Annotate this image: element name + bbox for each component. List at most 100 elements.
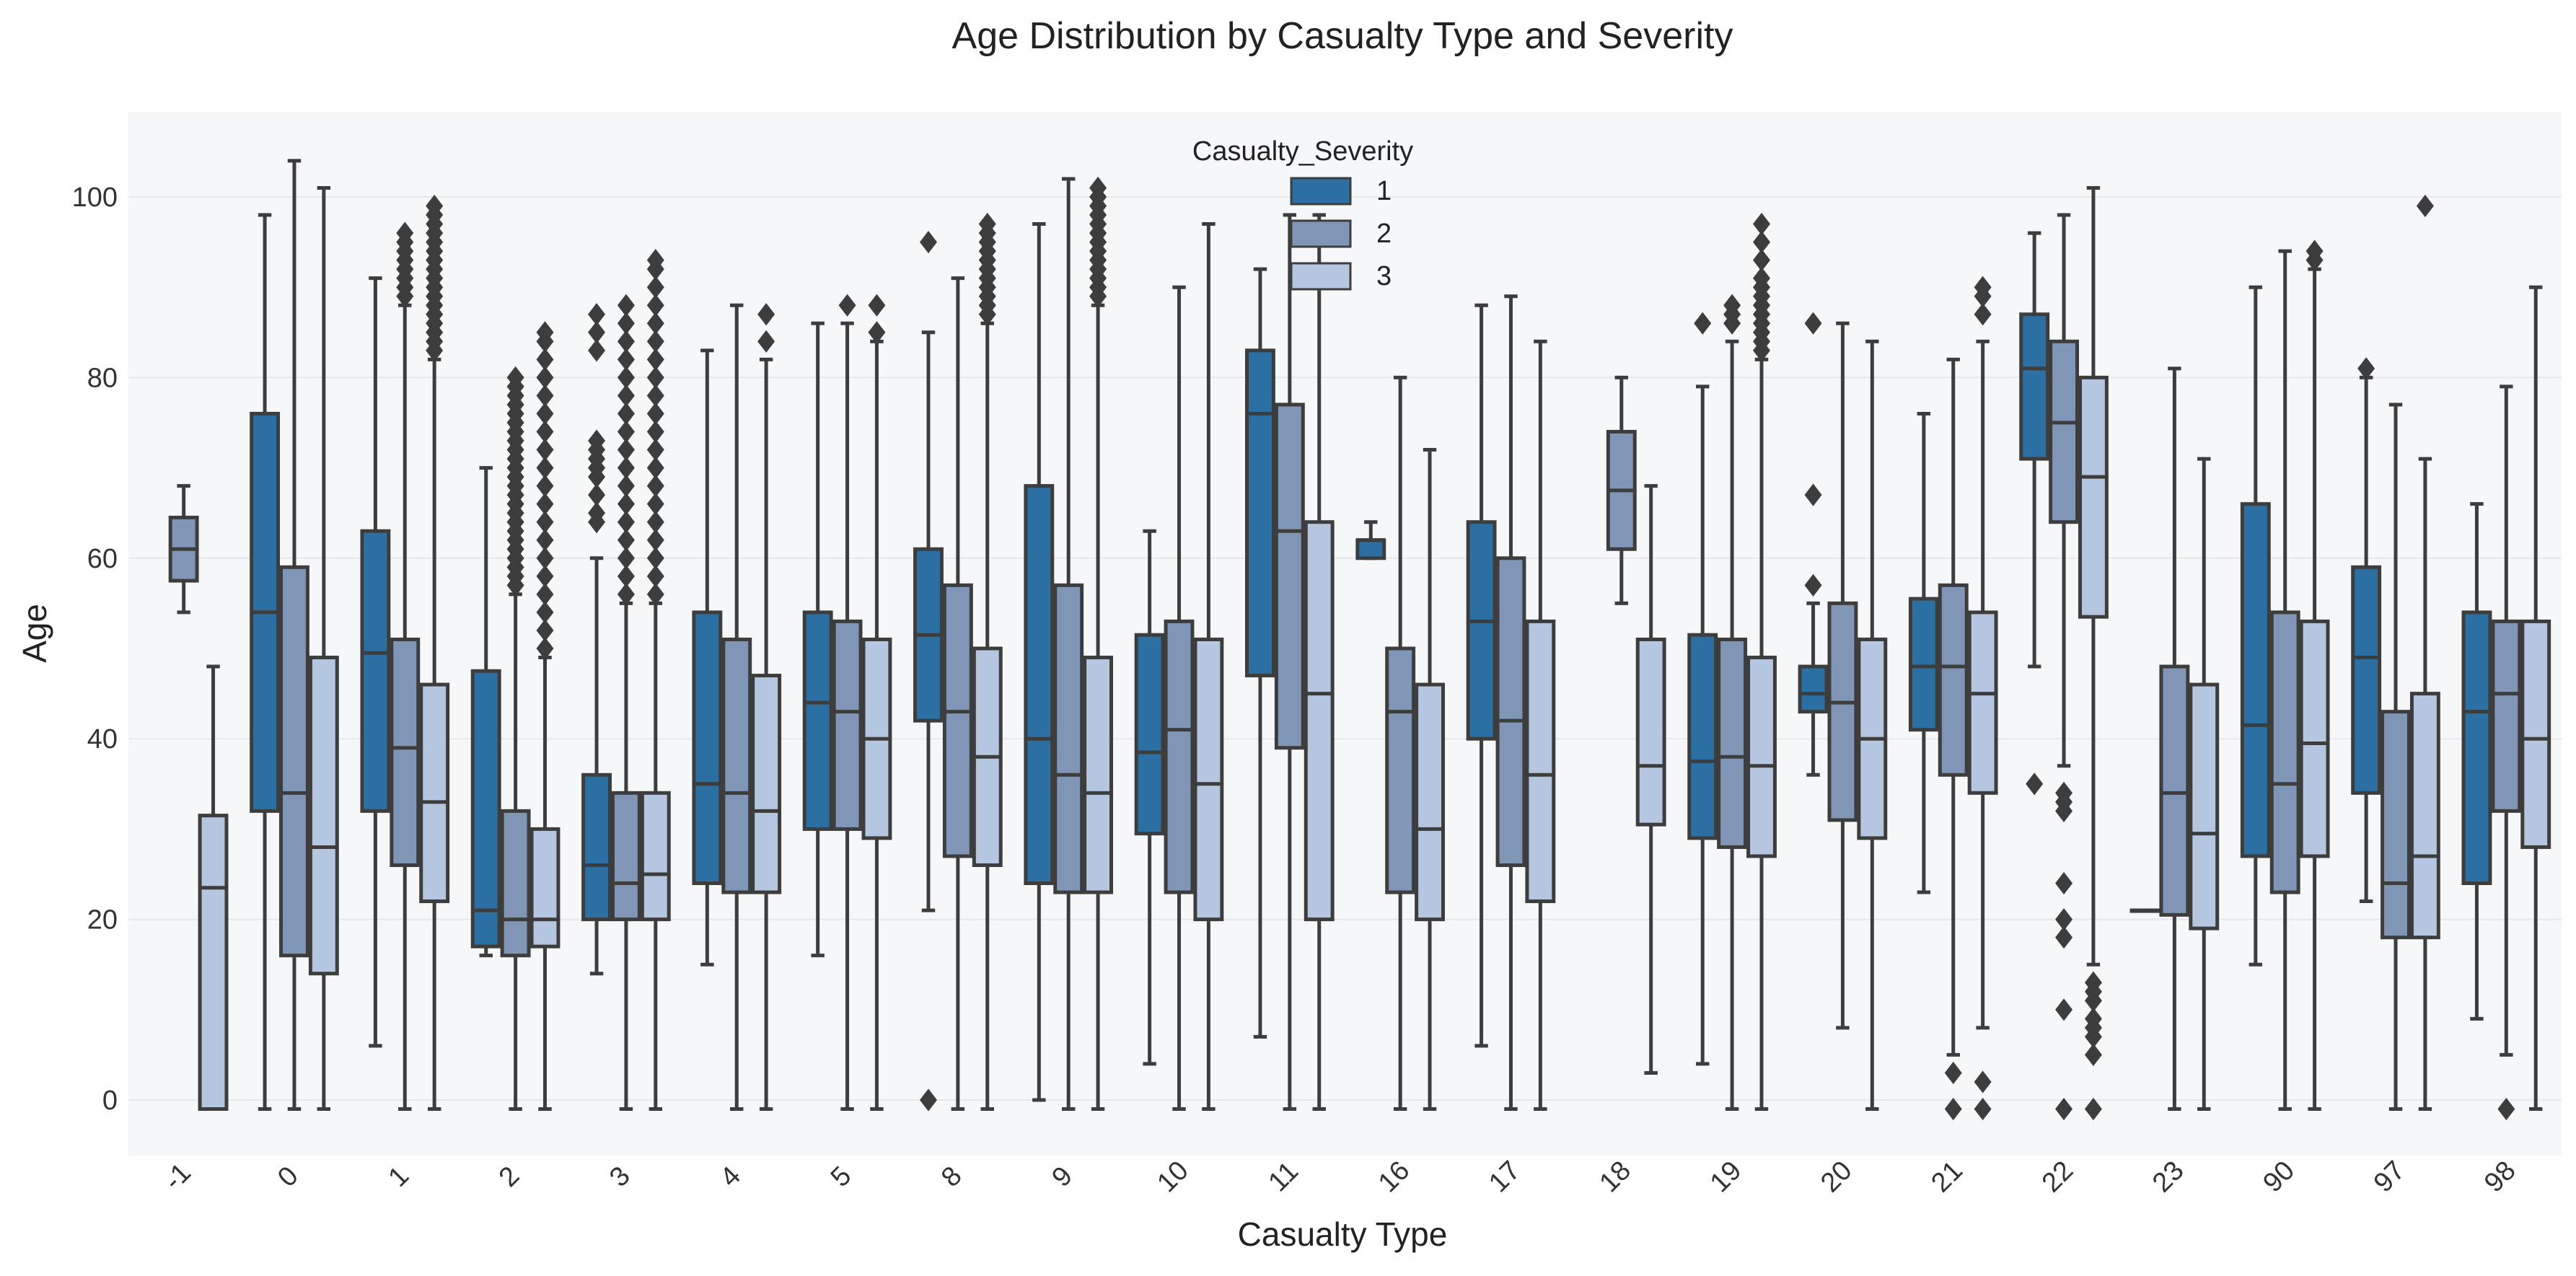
- box-group: [1798, 312, 1829, 777]
- box-group: [2269, 249, 2300, 1112]
- box-group: [2409, 194, 2440, 1112]
- box-iqr: [470, 669, 501, 949]
- legend-swatch: [1290, 177, 1352, 206]
- outlier-point: [1974, 1097, 1992, 1121]
- y-tick-label: 60: [87, 544, 118, 574]
- box-iqr: [2409, 692, 2440, 940]
- outlier-point: [1974, 303, 1992, 326]
- box-group: [500, 366, 531, 1112]
- box-group: [1164, 285, 1195, 1112]
- box-iqr: [1466, 520, 1497, 741]
- box-iqr: [2381, 710, 2411, 940]
- box-group: [1857, 339, 1888, 1112]
- box-iqr: [802, 610, 833, 831]
- box-group: [1024, 222, 1055, 1102]
- box-iqr: [1355, 538, 1386, 560]
- legend-title: Casualty_Severity: [1192, 136, 1413, 167]
- outlier-point: [536, 637, 554, 660]
- box-group: [1415, 448, 1445, 1112]
- box-iqr: [279, 565, 309, 958]
- outlier-point: [536, 321, 554, 344]
- box-group: [360, 276, 391, 1048]
- outlier-point: [2055, 926, 2073, 949]
- outlier-point: [646, 457, 664, 480]
- box-group: [1385, 375, 1416, 1112]
- box-group: [1938, 357, 1969, 1121]
- box-group: [2520, 285, 2551, 1112]
- outlier-point: [646, 384, 664, 408]
- box-group: [2351, 357, 2382, 904]
- box-iqr: [2299, 619, 2330, 858]
- box-iqr: [360, 529, 391, 813]
- box-iqr: [1024, 484, 1055, 886]
- outlier-point: [2305, 239, 2324, 263]
- box-iqr: [500, 809, 531, 958]
- outlier-point: [617, 511, 635, 534]
- box-iqr: [832, 619, 863, 831]
- y-tick-label: 100: [72, 182, 118, 213]
- box-iqr: [1635, 637, 1666, 827]
- box-group: [198, 664, 229, 1112]
- outlier-point: [536, 493, 554, 516]
- box-iqr: [692, 610, 723, 886]
- box-iqr: [529, 827, 561, 949]
- box-group: [2461, 502, 2492, 1021]
- outlier-point: [920, 1088, 938, 1112]
- box-group: [2078, 185, 2109, 1121]
- outlier-point: [536, 475, 554, 498]
- outlier-point: [1752, 249, 1770, 272]
- outlier-point: [646, 366, 664, 389]
- box-group: [2491, 384, 2522, 1121]
- outlier-point: [617, 565, 635, 588]
- box-group: [1908, 411, 1939, 894]
- box-iqr: [581, 773, 612, 922]
- box-iqr: [2189, 682, 2220, 930]
- outlier-point: [646, 249, 664, 272]
- outlier-point: [617, 583, 635, 606]
- box-iqr: [198, 814, 229, 1112]
- outlier-point: [646, 438, 664, 462]
- box-iqr: [1908, 597, 1939, 732]
- box-iqr: [1495, 556, 1526, 867]
- outlier-point: [2055, 871, 2073, 895]
- box-group: [1193, 222, 1224, 1112]
- outlier-point: [646, 294, 664, 317]
- outlier-point: [2084, 971, 2102, 994]
- outlier-point: [536, 583, 554, 606]
- outlier-point: [617, 493, 635, 516]
- box-iqr: [419, 682, 450, 904]
- box-iqr: [308, 656, 339, 976]
- legend-label: 2: [1376, 219, 1392, 249]
- legend-label: 3: [1376, 261, 1392, 291]
- outlier-point: [2055, 998, 2073, 1021]
- box-group: [1053, 177, 1084, 1112]
- box-group: [2049, 213, 2080, 1121]
- outlier-point: [1974, 1070, 1992, 1094]
- outlier-point: [646, 547, 664, 570]
- box-iqr: [2019, 312, 2050, 461]
- outlier-point: [646, 493, 664, 516]
- box-iqr: [1415, 682, 1445, 922]
- outlier-point: [868, 321, 886, 344]
- outlier-point: [617, 366, 635, 389]
- outlier-point: [1723, 294, 1741, 317]
- box-group: [942, 276, 973, 1112]
- box-iqr: [1053, 583, 1084, 894]
- outlier-point: [536, 457, 554, 480]
- box-group: [972, 212, 1003, 1112]
- box-group: [861, 294, 892, 1112]
- outlier-point: [2084, 1043, 2102, 1066]
- box-group: [2299, 239, 2330, 1112]
- outlier-point: [588, 339, 606, 362]
- outlier-point: [978, 212, 996, 236]
- y-tick-label: 0: [102, 1086, 118, 1116]
- box-group: [2019, 231, 2050, 796]
- box-iqr: [1746, 656, 1777, 858]
- box-iqr: [1938, 583, 1969, 777]
- outlier-point: [617, 457, 635, 480]
- outlier-point: [536, 348, 554, 371]
- box-group: [1274, 213, 1305, 1112]
- outlier-point: [646, 529, 664, 552]
- box-group: [1746, 212, 1777, 1112]
